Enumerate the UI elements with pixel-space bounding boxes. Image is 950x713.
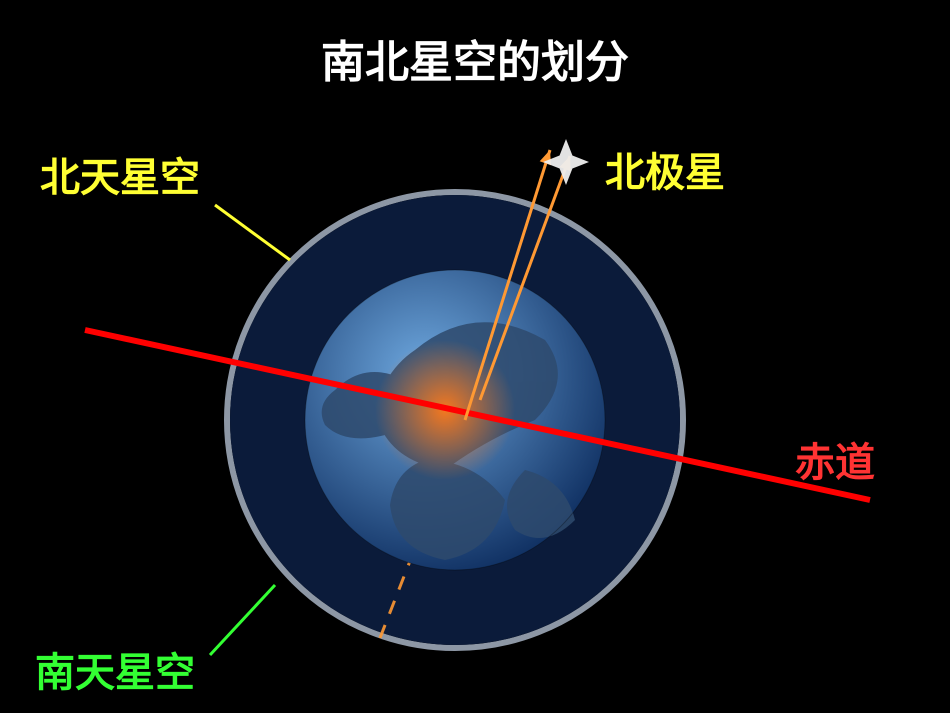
celestial-diagram: [0, 0, 950, 713]
title-text: 南北星空的划分: [0, 26, 950, 90]
south-sky-label: 南天星空: [35, 640, 195, 698]
polaris-star-icon: [543, 139, 589, 185]
equator-label: 赤道: [795, 430, 875, 488]
north-sky-label: 北天星空: [40, 145, 200, 203]
polaris-label: 北极星: [605, 140, 725, 198]
